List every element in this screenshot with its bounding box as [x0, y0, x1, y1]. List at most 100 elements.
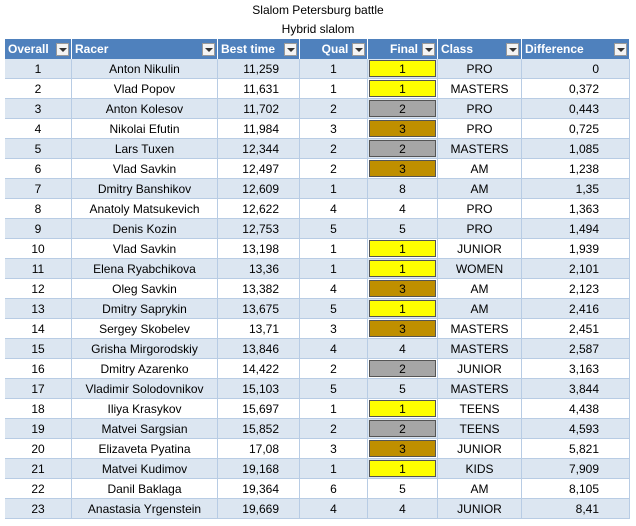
cell-text: Anton Kolesov — [105, 102, 184, 116]
cell-text: 15,697 — [242, 402, 279, 416]
cell-text: Danil Baklaga — [107, 482, 182, 496]
cell-text: 4,593 — [568, 422, 599, 436]
cell-text: PRO — [466, 122, 493, 136]
cell-text: 2 — [330, 142, 337, 156]
cell-text: Vlad Savkin — [112, 162, 177, 176]
cell-text: 9 — [34, 222, 42, 236]
final-highlight — [369, 140, 436, 157]
cell-text: 6 — [34, 162, 42, 176]
table-cell: 1 — [368, 59, 438, 79]
table-cell: 1,238 — [522, 159, 630, 179]
table-cell: 12,622 — [218, 199, 300, 219]
table-cell: 11,259 — [218, 59, 300, 79]
cell-text: 4,438 — [568, 402, 599, 416]
cell-text: 1,238 — [568, 162, 599, 176]
table-cell: 17,08 — [218, 439, 300, 459]
cell-text: 17,08 — [248, 442, 279, 456]
column-header: Final — [368, 39, 438, 59]
cell-text: AM — [470, 182, 489, 196]
cell-text: 4 — [399, 502, 406, 516]
cell-text: WOMEN — [455, 262, 504, 276]
filter-button[interactable] — [614, 43, 627, 56]
column-header-text: Difference — [525, 42, 584, 56]
table-cell: 0,372 — [522, 79, 630, 99]
table-cell: 5 — [368, 379, 438, 399]
table-cell: Vlad Savkin — [72, 239, 218, 259]
table-cell: Matvei Sargsian — [72, 419, 218, 439]
table-cell: 8,105 — [522, 479, 630, 499]
table-cell: 4 — [300, 339, 368, 359]
cell-text: 20 — [31, 442, 45, 456]
cell-text: MASTERS — [450, 342, 509, 356]
cell-text: 21 — [31, 462, 45, 476]
table-cell: JUNIOR — [438, 359, 522, 379]
column-header-text: Final — [389, 42, 418, 56]
cell-text: Grisha Mirgorodskiy — [91, 342, 198, 356]
cell-text: 11,702 — [243, 102, 279, 116]
filter-button[interactable] — [284, 43, 297, 56]
table-cell: WOMEN — [438, 259, 522, 279]
filter-button[interactable] — [202, 43, 215, 56]
final-highlight — [369, 240, 436, 257]
table-cell: AM — [438, 279, 522, 299]
table-cell: 12,609 — [218, 179, 300, 199]
cell-text: PRO — [466, 62, 493, 76]
final-highlight — [369, 360, 436, 377]
cell-text: 11,259 — [243, 62, 279, 76]
cell-text: 18 — [31, 402, 45, 416]
cell-text: Denis Kozin — [112, 222, 177, 236]
table-cell: AM — [438, 299, 522, 319]
table-cell: 12,753 — [218, 219, 300, 239]
cell-text: Vladimir Solodovnikov — [85, 382, 204, 396]
table-cell: 5 — [368, 479, 438, 499]
table-cell: 2 — [300, 419, 368, 439]
cell-text: 3,844 — [568, 382, 599, 396]
cell-text: 10 — [31, 242, 45, 256]
cell-text: 1 — [399, 262, 406, 276]
cell-text: 13,675 — [242, 302, 279, 316]
table-cell: 2 — [300, 359, 368, 379]
final-highlight — [369, 440, 436, 457]
table-cell: 3,163 — [522, 359, 630, 379]
cell-text: TEENS — [459, 402, 500, 416]
table-cell: 13,71 — [218, 319, 300, 339]
table-cell: Dmitry Banshikov — [72, 179, 218, 199]
table-cell: TEENS — [438, 399, 522, 419]
cell-text: 13 — [31, 302, 45, 316]
table-cell: 5 — [5, 139, 72, 159]
cell-text: JUNIOR — [457, 362, 502, 376]
table-cell: 1,085 — [522, 139, 630, 159]
table-cell: 5 — [300, 379, 368, 399]
filter-button[interactable] — [422, 43, 435, 56]
cell-text: 1,363 — [568, 202, 599, 216]
column-header: Best time — [218, 39, 300, 59]
cell-text: PRO — [466, 202, 493, 216]
cell-text: 5 — [330, 382, 337, 396]
table-cell: 1,35 — [522, 179, 630, 199]
table-cell: 2,416 — [522, 299, 630, 319]
table-cell: MASTERS — [438, 79, 522, 99]
table-cell: 19,669 — [218, 499, 300, 519]
table-cell: AM — [438, 179, 522, 199]
filter-button[interactable] — [506, 43, 519, 56]
cell-text: 4 — [330, 342, 337, 356]
table-cell: 11,631 — [218, 79, 300, 99]
table-cell: 1 — [300, 179, 368, 199]
table-cell: PRO — [438, 199, 522, 219]
filter-button[interactable] — [56, 43, 69, 56]
cell-text: 16 — [31, 362, 45, 376]
final-highlight — [369, 320, 436, 337]
table-cell: 1 — [5, 59, 72, 79]
table-cell: 4 — [300, 199, 368, 219]
table-cell: 1 — [300, 79, 368, 99]
cell-text: 13,382 — [242, 282, 279, 296]
table-cell: Vlad Savkin — [72, 159, 218, 179]
table-cell: 11 — [5, 259, 72, 279]
table-cell: 5 — [368, 219, 438, 239]
cell-text: 3 — [330, 322, 337, 336]
filter-button[interactable] — [352, 43, 365, 56]
table-cell: 2 — [300, 139, 368, 159]
table-cell: 20 — [5, 439, 72, 459]
table-cell: 4,438 — [522, 399, 630, 419]
cell-text: JUNIOR — [457, 502, 502, 516]
